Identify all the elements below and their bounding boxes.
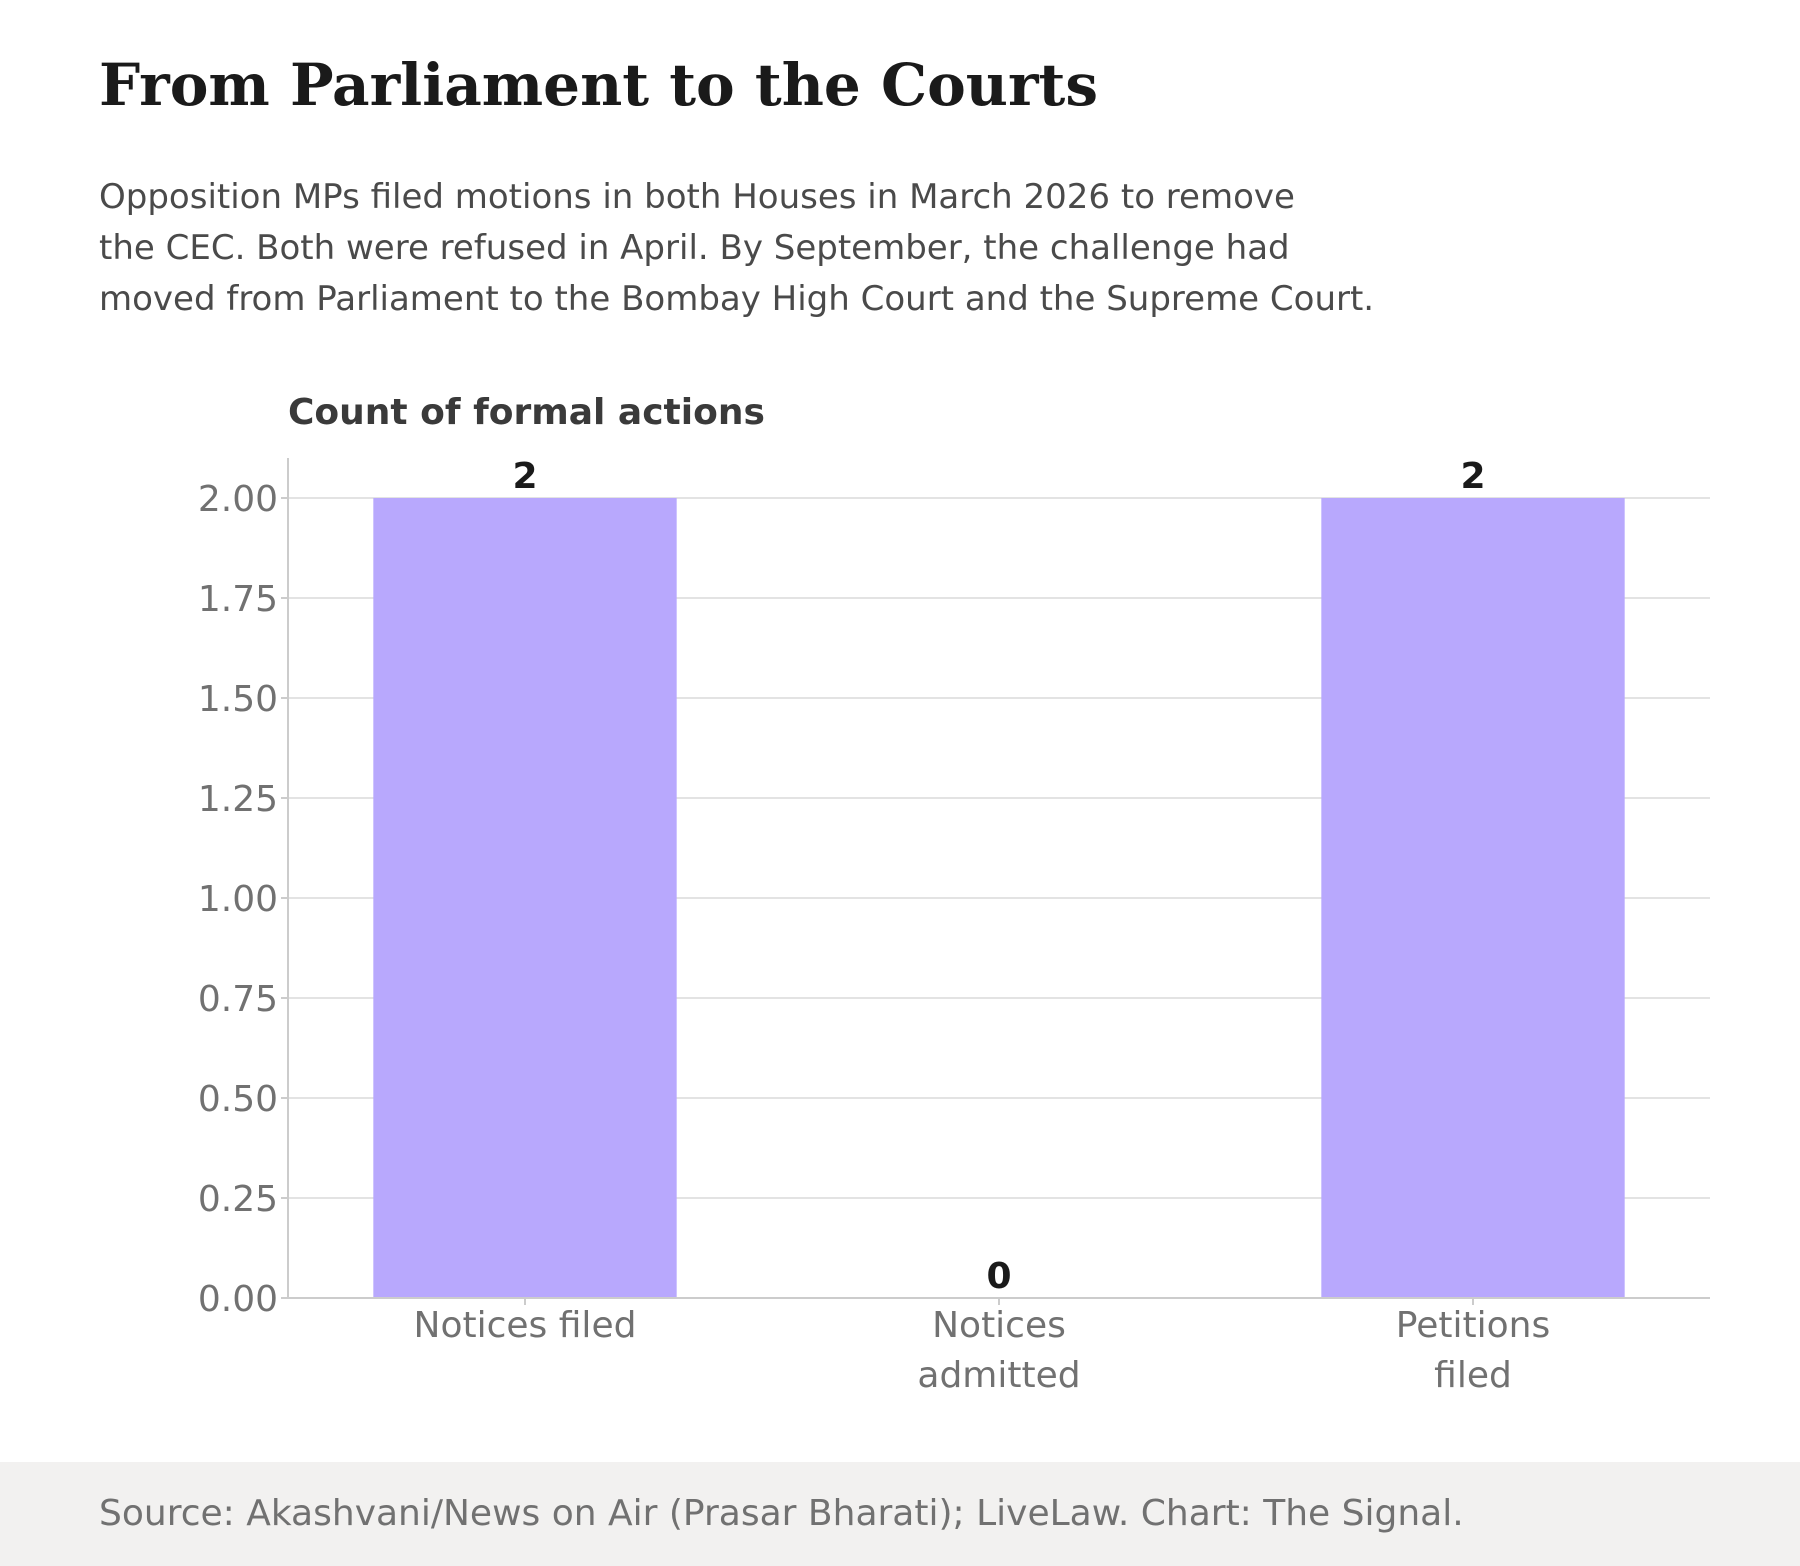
bar (373, 498, 677, 1298)
bar-value-label: 2 (512, 456, 537, 497)
footer: Source: Akashvani/News on Air (Prasar Bh… (0, 1462, 1800, 1566)
x-tick-label: Notices filed (414, 1305, 637, 1346)
y-tick-label: 1.25 (198, 779, 278, 820)
x-tick-label: admitted (917, 1355, 1080, 1396)
y-tick-label: 1.00 (198, 879, 278, 920)
y-tick-label: 0.50 (198, 1079, 278, 1120)
bar-value-label: 0 (986, 1256, 1011, 1297)
y-tick-label: 0.25 (198, 1179, 278, 1220)
x-tick-label: filed (1434, 1355, 1512, 1396)
bars (373, 498, 1625, 1298)
subtitle-line: Opposition MPs filed motions in both Hou… (99, 177, 1295, 217)
chart-title: From Parliament to the Courts (99, 51, 1098, 119)
value-labels: 2 0 2 (512, 456, 1485, 1297)
subtitle-line: the CEC. Both were refused in April. By … (99, 228, 1290, 268)
x-tick-label: Notices (932, 1305, 1066, 1346)
y-tick-label: 0.75 (198, 979, 278, 1020)
chart-subtitle: Opposition MPs filed motions in both Hou… (99, 172, 1599, 325)
y-axis-ticks: 0.00 0.25 0.50 0.75 1.00 1.25 1.50 1.75 2.00 (198, 479, 288, 1320)
y-tick-label: 1.75 (198, 579, 278, 620)
y-axis-label: Count of formal actions (288, 392, 765, 433)
bar-value-label: 2 (1460, 456, 1485, 497)
x-tick-label: Petitions (1396, 1305, 1550, 1346)
x-axis-ticks: Notices filed Notices admitted Petitions fil… (414, 1298, 1550, 1396)
source-note: Source: Akashvani/News on Air (Prasar Bh… (99, 1493, 1464, 1534)
bar (1321, 498, 1625, 1298)
bar-chart: Count of formal actions 0.00 0.25 0.50 0.75… (198, 392, 1710, 1396)
y-tick-label: 0.00 (198, 1279, 278, 1320)
y-tick-label: 2.00 (198, 479, 278, 520)
subtitle-line: moved from Parliament to the Bombay High… (99, 279, 1375, 319)
y-tick-label: 1.50 (198, 679, 278, 720)
